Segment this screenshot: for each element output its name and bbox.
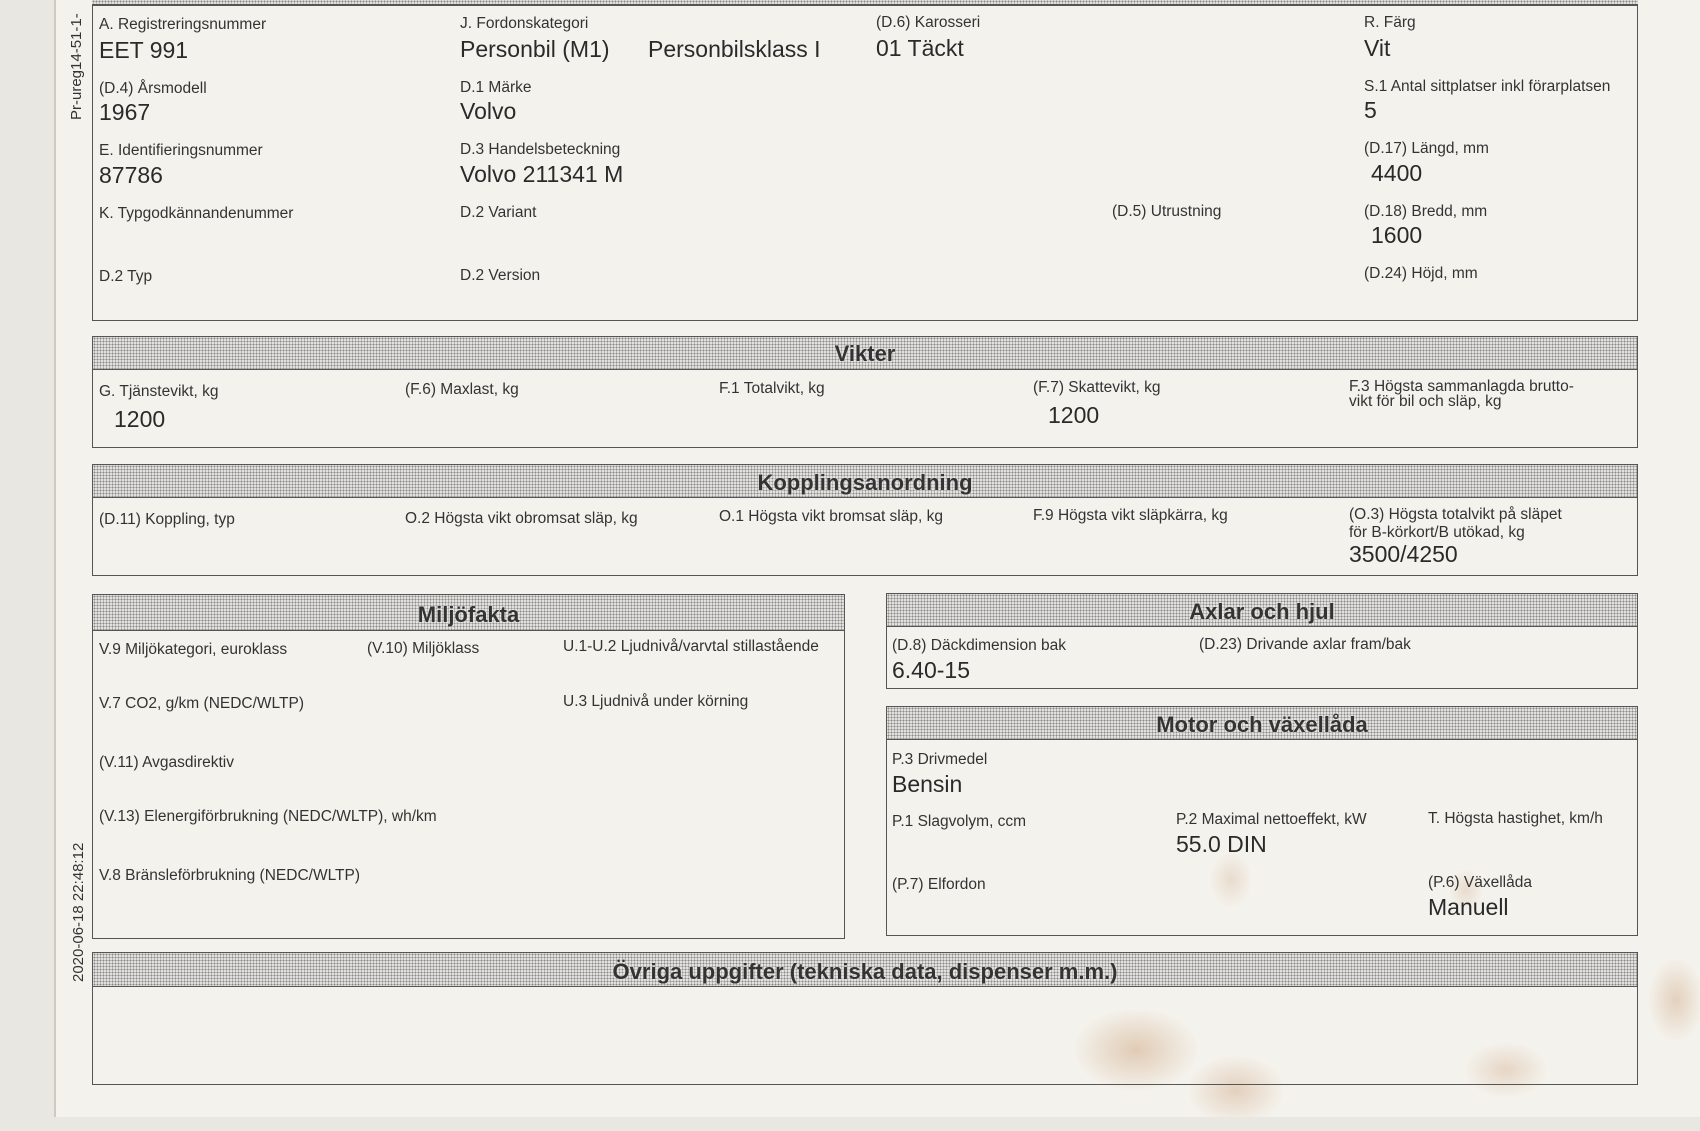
category-label: J. Fordonskategori (460, 15, 589, 32)
coupling-header: Kopplingsanordning (93, 465, 1637, 498)
vin-label: E. Identifieringsnummer (99, 142, 263, 159)
version-label: D.2 Version (460, 267, 541, 284)
other-header: Övriga uppgifter (tekniska data, dispens… (93, 953, 1637, 987)
year-label: (D.4) Årsmodell (99, 80, 207, 97)
variant-label: D.2 Variant (460, 204, 537, 221)
weights-section: Vikter (92, 336, 1638, 448)
environment-title: Miljöfakta (417, 602, 520, 627)
tyre-label: (D.8) Däckdimension bak (892, 637, 1067, 654)
width-label: (D.18) Bredd, mm (1364, 203, 1488, 220)
coupling-section: Kopplingsanordning (92, 464, 1638, 576)
class-value: Personbilsklass I (648, 36, 821, 62)
vehicle-section (92, 4, 1638, 321)
other-section: Övriga uppgifter (tekniska data, dispens… (92, 952, 1638, 1085)
cart-label: F.9 Högsta vikt släpkärra, kg (1033, 507, 1228, 524)
gearbox-value: Manuell (1428, 894, 1509, 920)
electric-consumption-label: (V.13) Elenergiförbrukning (NEDC/WLTP), … (99, 808, 437, 825)
print-timestamp: 2020-06-18 22:48:12 (70, 842, 87, 982)
height-label: (D.24) Höjd, mm (1364, 265, 1478, 282)
btotal-label-1: (O.3) Högsta totalvikt på släpet (1349, 506, 1562, 523)
type-label: D.2 Typ (99, 268, 153, 285)
year-value: 1967 (99, 99, 151, 125)
trade-value: Volvo 211341 M (460, 161, 624, 187)
body-value: 01 Täckt (876, 35, 964, 61)
coupling-title: Kopplingsanordning (757, 470, 973, 495)
power-value: 55.0 DIN (1176, 831, 1267, 857)
combined-weight-label-1: F.3 Högsta sammanlagda brutto- (1349, 378, 1574, 395)
axles-title: Axlar och hjul (1189, 599, 1335, 624)
category-value: Personbil (M1) (460, 36, 610, 62)
exhaust-label: (V.11) Avgasdirektiv (99, 754, 234, 771)
width-value: 1600 (1371, 222, 1423, 248)
length-value: 4400 (1371, 160, 1423, 186)
drive-axles-label: (D.23) Drivande axlar fram/bak (1199, 636, 1411, 653)
power-label: P.2 Maximal nettoeffekt, kW (1176, 811, 1367, 828)
seats-value: 5 (1364, 97, 1377, 123)
color-value: Vit (1364, 35, 1391, 61)
noise-still-label: U.1-U.2 Ljudnivå/varvtal stillastående (563, 638, 819, 655)
electric-vehicle-label: (P.7) Elfordon (892, 876, 986, 893)
length-label: (D.17) Längd, mm (1364, 140, 1489, 157)
braked-label: O.1 Högsta vikt bromsat släp, kg (719, 508, 943, 525)
vin-value: 87786 (99, 162, 163, 188)
registration-document (54, 0, 1700, 1117)
form-code: Pr-ureg14-51-1- (68, 13, 85, 120)
service-weight-value: 1200 (114, 406, 166, 432)
environment-section: Miljöfakta (92, 594, 845, 939)
weights-title: Vikter (834, 341, 896, 366)
fuel-label: P.3 Drivmedel (892, 751, 988, 768)
unbraked-label: O.2 Högsta vikt obromsat släp, kg (405, 510, 638, 527)
reg-value: EET 991 (99, 37, 189, 63)
engine-header: Motor och växellåda (887, 707, 1637, 740)
btotal-value: 3500/4250 (1349, 541, 1458, 567)
axles-header: Axlar och hjul (887, 594, 1637, 627)
tax-weight-label: (F.7) Skattevikt, kg (1033, 379, 1161, 396)
make-label: D.1 Märke (460, 79, 532, 96)
tax-weight-value: 1200 (1048, 402, 1100, 428)
maxload-label: (F.6) Maxlast, kg (405, 381, 519, 398)
equipment-label: (D.5) Utrustning (1112, 203, 1222, 220)
make-value: Volvo (460, 98, 517, 124)
top-hatched-strip (92, 0, 1638, 6)
axles-section: Axlar och hjul (886, 593, 1638, 689)
engine-section: Motor och växellåda (886, 706, 1638, 936)
body-label: (D.6) Karosseri (876, 14, 981, 31)
co2-label: V.7 CO2, g/km (NEDC/WLTP) (99, 695, 304, 712)
seats-label: S.1 Antal sittplatser inkl förarplatsen (1364, 78, 1611, 95)
environment-header: Miljöfakta (93, 595, 844, 631)
top-speed-label: T. Högsta hastighet, km/h (1428, 810, 1603, 827)
reg-label: A. Registreringsnummer (99, 16, 267, 33)
other-title: Övriga uppgifter (tekniska data, dispens… (612, 959, 1118, 984)
weights-header: Vikter (93, 337, 1637, 370)
gearbox-label: (P.6) Växellåda (1428, 874, 1532, 891)
euro-class-label: V.9 Miljökategori, euroklass (99, 641, 288, 658)
trade-label: D.3 Handelsbeteckning (460, 141, 621, 158)
btotal-label-2: för B-körkort/B utökad, kg (1349, 524, 1525, 541)
color-label: R. Färg (1364, 14, 1416, 31)
coupling-type-label: (D.11) Koppling, typ (99, 511, 235, 528)
combined-weight-label-2: vikt för bil och släp, kg (1349, 393, 1502, 410)
noise-drive-label: U.3 Ljudnivå under körning (563, 693, 749, 710)
total-weight-label: F.1 Totalvikt, kg (719, 380, 825, 397)
type-approval-label: K. Typgodkännandenummer (99, 205, 294, 222)
fuel-consumption-label: V.8 Bränsleförbrukning (NEDC/WLTP) (99, 867, 361, 884)
displacement-label: P.1 Slagvolym, ccm (892, 813, 1027, 830)
service-weight-label: G. Tjänstevikt, kg (99, 383, 219, 400)
engine-title: Motor och växellåda (1156, 712, 1368, 737)
tyre-value: 6.40-15 (892, 657, 971, 683)
fuel-value: Bensin (892, 771, 963, 797)
env-class-label: (V.10) Miljöklass (367, 640, 480, 657)
